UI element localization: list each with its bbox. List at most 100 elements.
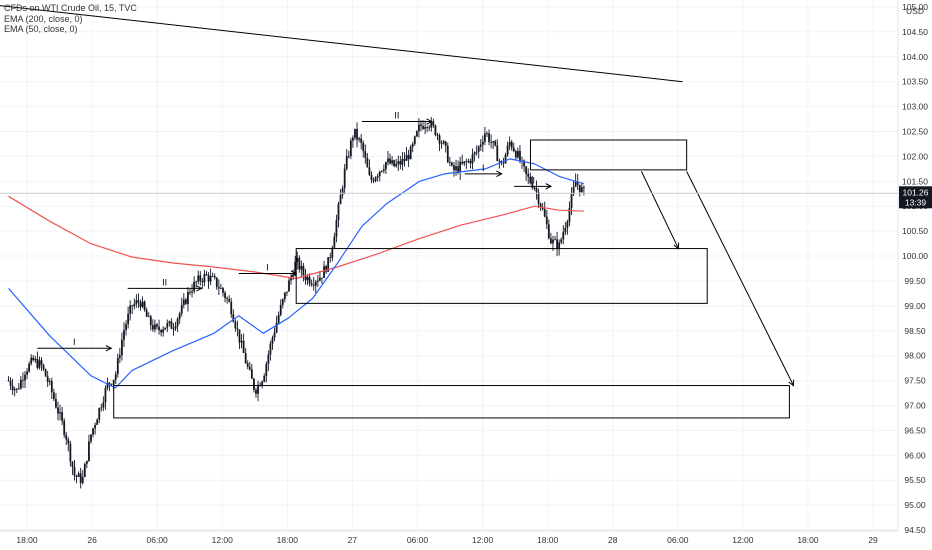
candle-body — [63, 420, 66, 435]
candle-body — [537, 191, 540, 204]
price-tick-label: 103.50 — [902, 77, 928, 87]
ema200-legend[interactable]: EMA (200, close, 0) — [4, 13, 83, 24]
ema50-legend[interactable]: EMA (50, close, 0) — [4, 24, 78, 34]
candle-body — [222, 288, 224, 293]
candle-body — [164, 327, 167, 330]
candle-body — [372, 180, 375, 182]
candle-body — [143, 301, 146, 311]
candle-body — [234, 321, 237, 329]
candle-body — [191, 291, 193, 293]
price-scale[interactable]: 105.00 104.50 104.00 103.50 103.00 102.50 102.… — [902, 2, 928, 535]
candle-body — [479, 144, 482, 147]
candle-body — [184, 299, 187, 304]
candle-body — [543, 209, 546, 217]
candle-body — [343, 168, 346, 189]
trend-line — [0, 5, 683, 83]
time-tick-label: 06:00 — [147, 535, 169, 545]
candle-body — [81, 476, 84, 483]
candle-body — [50, 381, 53, 393]
candle-body — [133, 303, 136, 307]
candle-body — [44, 369, 47, 377]
candle-body — [88, 441, 90, 461]
candle-body — [510, 141, 513, 148]
candle-body — [294, 261, 297, 276]
candle-body — [502, 162, 505, 164]
candle-body — [248, 366, 251, 370]
candle-body — [455, 166, 457, 171]
candle-body — [180, 305, 183, 314]
price-tick-label: 103.00 — [902, 102, 928, 112]
candle-body — [275, 322, 278, 333]
candle-body — [529, 176, 532, 183]
candle-body — [436, 135, 439, 136]
candle-body — [525, 166, 528, 174]
candle-body — [498, 160, 501, 162]
candle-body — [269, 343, 272, 355]
candle-body — [96, 419, 99, 425]
candle-body — [329, 257, 332, 259]
time-tick-label: 06:00 — [667, 535, 689, 545]
candle-body — [176, 318, 179, 327]
candle-body — [246, 363, 249, 367]
candle-body — [168, 321, 171, 324]
candle-body — [578, 184, 581, 192]
candle-body — [519, 150, 521, 162]
candle-body — [55, 399, 57, 408]
candle-body — [40, 360, 43, 365]
candle-body — [362, 142, 365, 152]
candle-body — [558, 242, 561, 250]
time-tick-label: 06:00 — [407, 535, 429, 545]
candle-body — [123, 329, 125, 340]
candle-body — [215, 277, 218, 288]
candle-body — [36, 358, 39, 368]
candle-body — [387, 158, 389, 163]
candle-body — [263, 375, 266, 382]
projection-arrow-line — [640, 171, 679, 249]
candle-body — [85, 460, 88, 464]
candle-body — [426, 127, 429, 128]
candle-body — [391, 160, 393, 164]
step-arrow-head — [105, 345, 113, 352]
candle-body — [496, 145, 499, 161]
candle-body — [267, 354, 270, 364]
candle-body — [459, 161, 462, 173]
candle-body — [517, 150, 519, 158]
time-tick-label: 18:00 — [797, 535, 819, 545]
price-tick-label: 100.00 — [902, 251, 928, 261]
candle-body — [438, 135, 441, 144]
price-tag-value: 101.26 — [903, 187, 929, 197]
candle-body — [22, 379, 24, 381]
candle-body — [550, 238, 552, 244]
candle-body — [415, 131, 418, 137]
candle-body — [424, 127, 426, 129]
candle-body — [325, 266, 328, 272]
candle-body — [193, 281, 196, 292]
candle-body — [446, 146, 449, 163]
price-tick-label: 98.00 — [904, 351, 926, 361]
candle-body — [26, 371, 28, 375]
step-label: I — [482, 163, 485, 173]
candle-body — [337, 204, 340, 221]
candle-body — [319, 277, 321, 281]
price-tick-label: 95.00 — [904, 500, 926, 510]
candle-body — [52, 392, 55, 400]
candle-body — [409, 146, 412, 160]
candle-body — [541, 207, 544, 210]
price-scale-background — [898, 0, 932, 550]
candle-body — [290, 276, 292, 281]
candle-body — [238, 329, 241, 343]
price-tick-label: 105.00 — [902, 2, 928, 12]
time-tick-label: 12:00 — [472, 535, 494, 545]
symbol-title[interactable]: CFDs on WTI Crude Oil, 15, TVC — [4, 3, 137, 13]
candle-body — [217, 287, 220, 289]
time-scale[interactable]: 18:00 26 06:00 12:00 18:00 27 06:00 12:00 18:00 2… — [16, 535, 878, 545]
candle-body — [112, 379, 115, 385]
candle-body — [197, 275, 200, 282]
candle-body — [13, 389, 16, 391]
candle-body — [203, 274, 206, 283]
ema-layer — [8, 158, 585, 389]
candle-body — [321, 277, 323, 279]
candle-body — [473, 152, 476, 155]
